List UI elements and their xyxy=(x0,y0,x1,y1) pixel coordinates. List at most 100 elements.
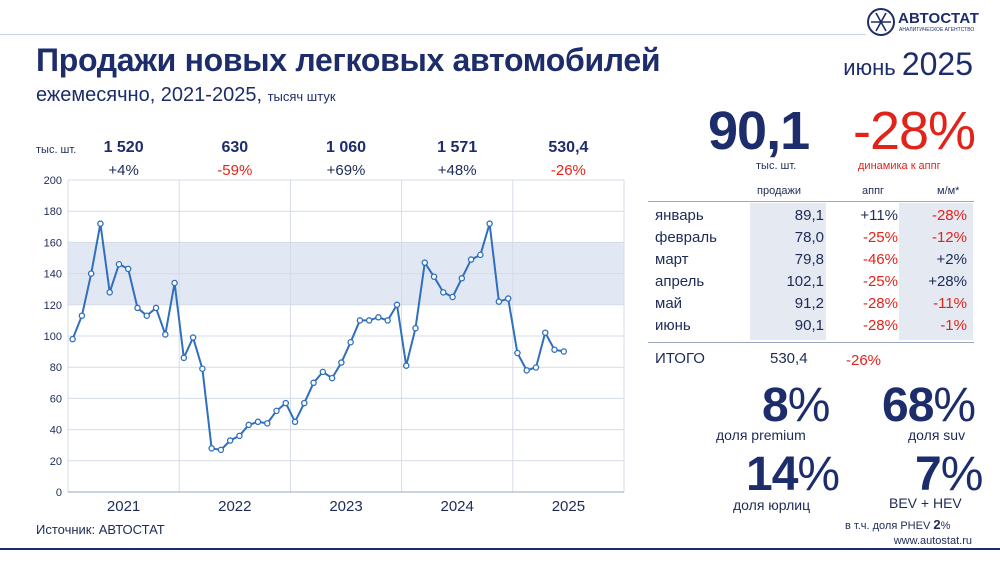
data-point xyxy=(189,334,197,341)
sales-cell: 102,1 xyxy=(786,273,824,290)
data-point xyxy=(236,432,243,440)
table-row: январь 89,1 +11% -28% xyxy=(648,205,972,227)
year-change: -59% xyxy=(217,162,252,179)
year-change: +69% xyxy=(327,162,366,179)
site-url[interactable]: www.autostat.ru xyxy=(893,535,972,547)
data-point xyxy=(69,335,76,343)
data-point xyxy=(134,304,141,312)
data-point xyxy=(467,256,475,263)
x-year-label: 2023 xyxy=(329,498,362,515)
data-point xyxy=(217,446,225,454)
data-point xyxy=(254,418,262,426)
sales-line-chart: 0 20 40 60 80 100 120 140 160 180 200 2021 1 520 +4% 2… xyxy=(36,139,625,515)
data-point xyxy=(365,317,373,324)
month-cell: апрель xyxy=(655,273,705,290)
data-point xyxy=(541,329,549,336)
year-change: +48% xyxy=(438,162,477,179)
premium-share-value: 8 xyxy=(762,379,789,432)
year-change: +4% xyxy=(108,162,138,179)
data-point xyxy=(412,324,419,332)
mom-column-bg xyxy=(899,203,973,340)
data-point xyxy=(282,399,290,407)
data-point xyxy=(514,349,521,357)
data-point xyxy=(458,275,466,282)
data-point xyxy=(347,338,354,346)
month-cell: июнь xyxy=(655,317,691,334)
total-yoy: -26% xyxy=(846,352,882,369)
data-point xyxy=(115,260,123,268)
sales-cell: 79,8 xyxy=(794,251,824,268)
data-point xyxy=(319,368,327,376)
data-point xyxy=(375,314,382,321)
y-tick-label: 100 xyxy=(44,331,62,343)
data-point xyxy=(226,437,234,444)
data-point xyxy=(328,374,336,382)
sales-cell: 78,0 xyxy=(794,229,824,246)
y-tick-label: 60 xyxy=(50,393,62,405)
logo-name: АВТОСТАТ xyxy=(898,10,980,27)
data-point xyxy=(560,348,568,355)
y-tick-label: 80 xyxy=(50,362,62,374)
col-header-mom: м/м* xyxy=(937,185,960,197)
data-point xyxy=(97,220,104,227)
month-cell: май xyxy=(655,295,683,312)
sales-cell: 90,1 xyxy=(794,317,824,334)
y-tick-label: 20 xyxy=(50,456,62,468)
autostat-logo: АВТОСТАТ АНАЛИТИЧЕСКОЕ АГЕНТСТВО xyxy=(866,6,981,38)
data-point xyxy=(263,420,271,427)
y-tick-label: 140 xyxy=(44,269,62,281)
suv-share-pct: % xyxy=(933,379,976,432)
yoy-cell: -25% xyxy=(862,273,898,290)
month-yoy-value: -28% xyxy=(853,101,976,161)
month-yoy-label: динамика к аппг xyxy=(858,160,941,172)
subtitle-unit: тысяч штук xyxy=(267,89,336,104)
data-point xyxy=(449,293,456,301)
suv-share-value: 68 xyxy=(882,379,934,432)
table-row: май 91,2 -28% -11% xyxy=(648,293,972,315)
mom-cell: -1% xyxy=(940,317,967,334)
table-row: март 79,8 -46% +2% xyxy=(648,249,972,271)
data-point xyxy=(495,298,503,305)
data-point xyxy=(421,259,429,266)
phev-value: 2 xyxy=(933,517,941,532)
legal-share-value: 14 xyxy=(746,448,798,501)
data-point xyxy=(310,379,317,387)
table-row: февраль 78,0 -25% -12% xyxy=(648,227,972,249)
month-sales-value: 90,1 xyxy=(708,101,810,161)
data-point xyxy=(208,445,215,452)
data-point xyxy=(180,354,188,362)
year-change: -26% xyxy=(551,162,586,179)
table-row: июнь 90,1 -28% -1% xyxy=(648,315,972,337)
col-header-yoy: аппг xyxy=(862,185,885,197)
data-point xyxy=(402,362,410,369)
data-point xyxy=(532,364,540,371)
data-point xyxy=(106,289,113,296)
data-point xyxy=(301,399,308,407)
x-year-label: 2022 xyxy=(218,498,251,515)
y-tick-label: 160 xyxy=(44,237,62,249)
legal-share-label: доля юрлиц xyxy=(733,497,811,513)
data-point xyxy=(152,304,160,312)
premium-share: 8% xyxy=(762,378,830,433)
sales-column-bg xyxy=(750,203,826,340)
bottom-divider xyxy=(0,548,1000,550)
data-point xyxy=(523,367,530,374)
top-divider xyxy=(0,34,866,35)
phev-note: в т.ч. доля PHEV 2% xyxy=(845,517,950,532)
month-cell: февраль xyxy=(655,229,717,246)
page-subtitle: ежемесячно, 2021-2025, тысяч штук xyxy=(36,84,336,107)
data-point xyxy=(124,265,132,273)
year-total: 530,4 xyxy=(548,139,588,156)
subtitle-text: ежемесячно, 2021-2025, xyxy=(36,84,263,106)
data-point xyxy=(338,359,345,366)
data-point xyxy=(245,421,252,429)
data-point xyxy=(171,279,178,287)
y-tick-label: 0 xyxy=(56,487,62,499)
mom-cell: -12% xyxy=(931,229,967,246)
data-point xyxy=(273,407,280,415)
month-cell: январь xyxy=(655,207,704,224)
yoy-cell: -25% xyxy=(862,229,898,246)
premium-share-label: доля premium xyxy=(716,427,806,443)
data-point xyxy=(477,251,484,259)
data-point xyxy=(430,273,438,280)
